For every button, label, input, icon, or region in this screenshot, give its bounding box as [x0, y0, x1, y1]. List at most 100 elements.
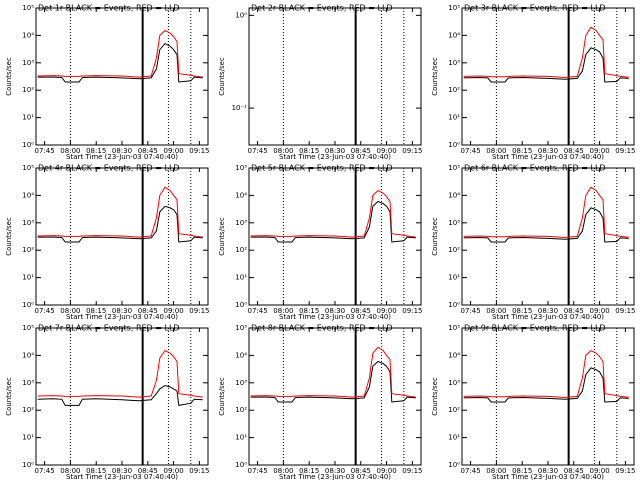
x-tick-label: 07:45 — [248, 147, 268, 155]
series-line — [37, 42, 203, 83]
y-tick-label: 10² — [235, 406, 247, 414]
panel-title: Det 1r BLACK = Events, RED = LLD — [38, 4, 180, 13]
y-tick-label: 10⁴ — [448, 191, 460, 199]
x-tick-label: 08:30 — [112, 307, 132, 315]
y-tick-label: 10³ — [22, 219, 34, 227]
y-tick-label: 10⁴ — [448, 31, 460, 39]
x-tick-label: 08:45 — [351, 147, 371, 155]
panel-title: Det 5r BLACK = Events, RED = LLD — [251, 164, 393, 173]
y-tick-label: 10² — [22, 406, 34, 414]
x-tick-label: 08:15 — [86, 307, 106, 315]
panel: 07:45 08:00 08:15 08:30 08:45 09:00 09:15 10⁰ 10… — [431, 324, 635, 480]
x-axis-label: Start Time (23-Jun-03 07:40:40) — [66, 473, 178, 480]
x-tick-label: 08:00 — [486, 147, 506, 155]
y-tick-label: 10¹ — [22, 434, 34, 442]
series-line — [463, 47, 629, 83]
panel: 07:45 08:00 08:15 08:30 08:45 09:00 09:15 10⁰ 10… — [5, 164, 209, 322]
x-axis-label: Start Time (23-Jun-03 07:40:40) — [279, 153, 391, 161]
x-tick-label: 07:45 — [248, 467, 268, 475]
x-tick-label: 09:00 — [590, 147, 610, 155]
x-tick-label: 08:30 — [538, 307, 558, 315]
x-tick-label: 09:00 — [377, 147, 397, 155]
y-tick-label: 10² — [235, 246, 247, 254]
y-tick-label: 10¹ — [22, 274, 34, 282]
x-axis-label: Start Time (23-Jun-03 07:40:40) — [279, 473, 391, 480]
x-tick-label: 08:30 — [325, 307, 345, 315]
x-tick-label: 08:45 — [138, 307, 158, 315]
x-tick-label: 08:30 — [112, 147, 132, 155]
y-tick-label: 10² — [448, 406, 460, 414]
y-tick-label: 10⁰ — [235, 301, 247, 309]
x-tick-label: 09:15 — [615, 307, 635, 315]
y-tick-label: 10³ — [448, 379, 460, 387]
panel: 07:45 08:00 08:15 08:30 08:45 09:00 09:15 10⁰ 10… — [5, 4, 209, 162]
x-tick-label: 08:15 — [86, 147, 106, 155]
x-axis-label: Start Time (23-Jun-03 07:40:40) — [66, 313, 178, 321]
x-axis-label: Start Time (23-Jun-03 07:40:40) — [492, 473, 604, 480]
series-line — [463, 26, 629, 79]
y-axis-label: Counts/sec — [218, 217, 226, 256]
x-tick-label: 09:15 — [615, 467, 635, 475]
x-tick-label: 08:00 — [60, 307, 80, 315]
y-tick-label: 10⁴ — [235, 191, 247, 199]
y-tick-label: 10⁰ — [22, 301, 34, 309]
x-tick-label: 09:15 — [615, 147, 635, 155]
x-tick-label: 09:00 — [590, 307, 610, 315]
y-tick-label: 10⁵ — [448, 164, 460, 172]
y-axis-label: Counts/sec — [5, 57, 13, 96]
x-tick-label: 08:30 — [112, 467, 132, 475]
x-tick-label: 08:45 — [351, 467, 371, 475]
panel: 07:45 08:00 08:15 08:30 08:45 09:00 09:15 10⁻¹ 1… — [218, 4, 422, 162]
x-tick-label: 08:45 — [138, 467, 158, 475]
y-tick-label: 10⁴ — [22, 31, 34, 39]
x-tick-label: 08:15 — [299, 467, 319, 475]
x-tick-label: 08:00 — [60, 147, 80, 155]
series-line — [463, 186, 629, 239]
panel: 07:45 08:00 08:15 08:30 08:45 09:00 09:15 10⁰ 10… — [431, 164, 635, 322]
x-tick-label: 08:00 — [486, 467, 506, 475]
x-tick-label: 09:15 — [189, 307, 209, 315]
y-tick-label: 10¹ — [235, 274, 247, 282]
x-tick-label: 07:45 — [35, 307, 55, 315]
panel-title: Det 3r BLACK = Events, RED = LLD — [464, 4, 606, 13]
series-line — [250, 200, 416, 243]
panel-title: Det 2r BLACK = Events, RED = LLD — [251, 4, 393, 13]
y-tick-label: 10⁴ — [22, 191, 34, 199]
y-tick-label: 10² — [448, 86, 460, 94]
series-line — [37, 205, 203, 243]
x-tick-label: 09:00 — [377, 307, 397, 315]
x-tick-label: 08:15 — [86, 467, 106, 475]
x-axis-label: Start Time (23-Jun-03 07:40:40) — [279, 313, 391, 321]
x-axis-label: Start Time (23-Jun-03 07:40:40) — [492, 313, 604, 321]
x-tick-label: 09:15 — [189, 147, 209, 155]
y-tick-label: 10⁰ — [22, 141, 34, 149]
series-line — [463, 367, 629, 403]
x-tick-label: 09:00 — [164, 147, 184, 155]
panel-title: Det 9r BLACK = Events, RED = LLD — [464, 324, 606, 333]
y-tick-label: 10⁵ — [448, 324, 460, 332]
y-tick-label: 10⁰ — [448, 301, 460, 309]
x-tick-label: 09:15 — [402, 147, 422, 155]
y-tick-label: 10⁵ — [448, 4, 460, 12]
x-tick-label: 08:00 — [60, 467, 80, 475]
y-tick-label: 10³ — [235, 219, 247, 227]
y-tick-label: 10³ — [448, 59, 460, 67]
series-line — [37, 186, 203, 238]
y-tick-label: 10⁰ — [448, 461, 460, 469]
series-line — [463, 349, 629, 399]
y-tick-label: 10⁰ — [22, 461, 34, 469]
y-axis-label: Counts/sec — [218, 377, 226, 416]
x-tick-label: 08:00 — [273, 467, 293, 475]
x-tick-label: 09:15 — [402, 467, 422, 475]
panel: 07:45 08:00 08:15 08:30 08:45 09:00 09:15 10⁰ 10… — [431, 4, 635, 162]
y-axis-label: Counts/sec — [431, 217, 439, 256]
x-tick-label: 08:15 — [299, 147, 319, 155]
x-tick-label: 08:45 — [564, 307, 584, 315]
panel-title: Det 7r BLACK = Events, RED = LLD — [38, 324, 180, 333]
x-tick-label: 09:15 — [189, 467, 209, 475]
x-tick-label: 07:45 — [248, 307, 268, 315]
y-tick-label: 10¹ — [448, 114, 460, 122]
y-tick-label: 10⁻¹ — [232, 104, 248, 112]
series-line — [250, 346, 416, 398]
